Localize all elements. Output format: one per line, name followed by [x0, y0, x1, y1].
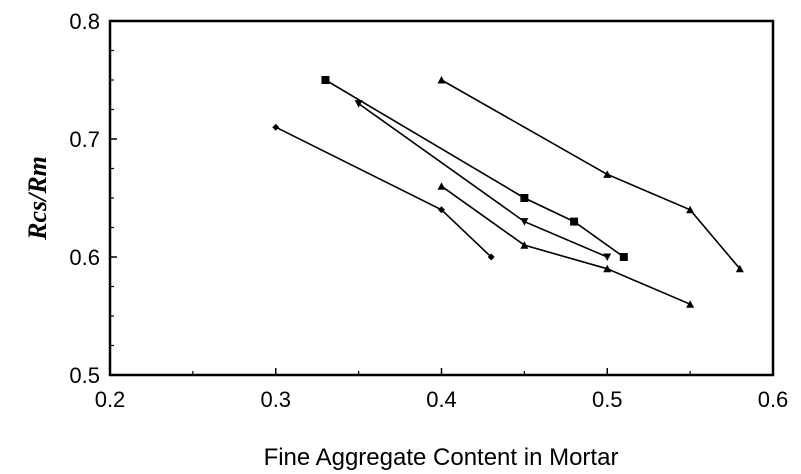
data-point: [619, 253, 628, 261]
data-point: [520, 241, 529, 249]
series-3: [354, 100, 612, 261]
series-line: [441, 185, 691, 305]
x-tick-label: 0.2: [95, 387, 126, 412]
x-axis-title: Fine Aggregate Content in Mortar: [264, 444, 619, 471]
series-line: [325, 79, 625, 258]
x-tick-label: 0.6: [758, 387, 789, 412]
series-2: [321, 76, 628, 261]
series-5: [437, 76, 744, 273]
series-1: [272, 123, 495, 261]
data-point: [520, 218, 529, 226]
series-layer: [272, 76, 744, 308]
x-tick-label: 0.3: [260, 387, 291, 412]
data-point: [603, 264, 612, 273]
y-axis-title: Rcs/Rm: [23, 156, 52, 241]
x-axis-ticks: 0.2 0.3 0.4 0.5 0.6: [95, 368, 789, 412]
data-point: [735, 264, 744, 273]
series-4: [437, 182, 695, 308]
y-tick-label: 0.8: [69, 9, 100, 34]
data-point: [437, 182, 446, 190]
x-tick-label: 0.5: [592, 387, 623, 412]
data-point: [570, 217, 579, 226]
data-point: [321, 76, 330, 84]
y-axis-ticks: 0.5 0.6 0.7 0.8: [69, 9, 117, 388]
x-tick-label: 0.4: [426, 387, 457, 412]
data-point: [686, 205, 695, 214]
data-point: [520, 194, 529, 202]
data-point: [437, 76, 446, 84]
data-point: [603, 253, 612, 261]
data-point: [354, 100, 363, 108]
data-point: [487, 253, 495, 261]
data-point: [603, 170, 612, 178]
y-tick-label: 0.5: [69, 363, 100, 388]
series-line: [441, 79, 741, 270]
data-point: [438, 206, 445, 214]
plot-area-frame: [108, 19, 775, 377]
data-point: [272, 123, 280, 131]
data-point: [686, 300, 695, 308]
y-tick-label: 0.7: [69, 127, 100, 152]
y-tick-label: 0.6: [69, 245, 100, 270]
